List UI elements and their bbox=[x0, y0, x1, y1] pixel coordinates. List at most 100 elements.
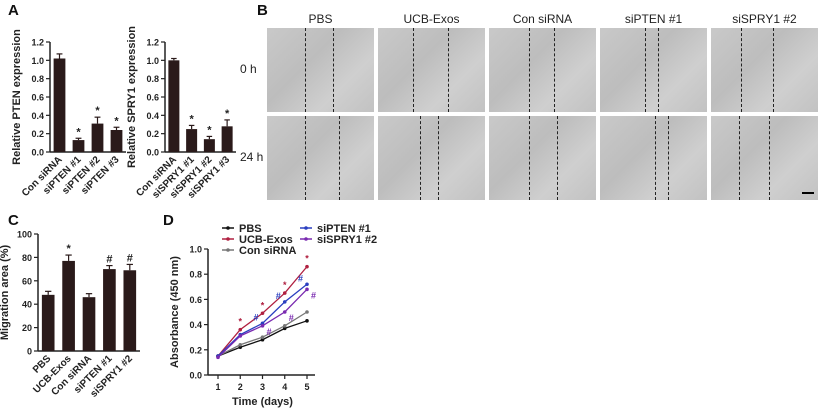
data-point bbox=[260, 337, 265, 342]
y-tick-label: 1.2 bbox=[146, 38, 159, 48]
legend-marker bbox=[304, 226, 308, 230]
x-tick-label: 4 bbox=[282, 382, 287, 392]
data-point bbox=[260, 324, 265, 328]
wound-edge-line bbox=[413, 28, 414, 112]
significance-marker: # bbox=[253, 312, 258, 322]
data-point bbox=[282, 326, 287, 331]
wound-image bbox=[489, 116, 596, 200]
legend-label: UCB-Exos bbox=[239, 234, 293, 246]
data-point bbox=[282, 291, 287, 295]
x-tick-label: 1 bbox=[215, 382, 220, 392]
y-tick-label: 80 bbox=[22, 253, 32, 263]
wound-edge-line bbox=[305, 116, 306, 200]
y-tick-label: 1.2 bbox=[31, 38, 44, 48]
column-header: siPTEN #1 bbox=[624, 12, 683, 26]
wound-image bbox=[711, 28, 818, 112]
bar bbox=[221, 126, 233, 152]
data-point bbox=[260, 335, 265, 340]
y-tick-label: 0.0 bbox=[146, 148, 159, 158]
data-point bbox=[305, 282, 309, 287]
wound-edge-line bbox=[448, 28, 449, 112]
y-axis-label: Relative SPRY1 expression bbox=[126, 26, 138, 168]
panel-label-b: B bbox=[257, 2, 268, 19]
data-point bbox=[305, 310, 309, 314]
wound-edge-line bbox=[655, 116, 656, 200]
y-tick-label: 100 bbox=[17, 230, 32, 240]
y-tick-label: 1.0 bbox=[189, 245, 202, 255]
bar bbox=[91, 123, 104, 152]
y-axis-label: Absorbance (450 nm) bbox=[169, 256, 181, 368]
x-tick-label: 2 bbox=[238, 382, 243, 392]
data-point bbox=[305, 319, 309, 323]
x-axis-label: Time (days) bbox=[232, 396, 293, 408]
significance-marker: # bbox=[106, 254, 112, 266]
wound-image bbox=[267, 116, 374, 200]
data-point bbox=[305, 287, 309, 292]
bar bbox=[203, 139, 215, 152]
y-tick-label: 60 bbox=[22, 276, 32, 286]
y-tick-label: 0.0 bbox=[31, 148, 44, 158]
wound-edge-line bbox=[557, 116, 558, 200]
legend-label: siPTEN #1 bbox=[317, 223, 371, 235]
wound-edge-line bbox=[658, 28, 659, 112]
bar bbox=[168, 60, 180, 153]
legend-marker bbox=[226, 237, 230, 241]
wound-edge-line bbox=[773, 28, 774, 112]
column-header: Con siRNA bbox=[512, 12, 573, 26]
scale-bar bbox=[802, 192, 814, 194]
wound-edge-line bbox=[645, 28, 646, 112]
significance-marker: # bbox=[289, 313, 294, 323]
wound-image bbox=[267, 28, 374, 112]
wound-edge-line bbox=[339, 116, 340, 200]
significance-marker: * bbox=[207, 124, 212, 136]
wound-image bbox=[600, 28, 707, 112]
y-tick-label: 0.8 bbox=[189, 270, 202, 280]
bar bbox=[62, 260, 75, 351]
legend-label: Con siRNA bbox=[239, 245, 297, 257]
legend-label: siSPRY1 #2 bbox=[317, 234, 377, 246]
y-tick-label: 0.8 bbox=[31, 74, 44, 84]
data-point bbox=[238, 327, 243, 332]
data-point bbox=[282, 300, 287, 304]
wound-image bbox=[378, 116, 485, 200]
legend-marker bbox=[226, 248, 230, 252]
wound-edge-line bbox=[769, 116, 770, 200]
column-header: siSPRY1 #2 bbox=[732, 12, 797, 26]
panel-label-d: D bbox=[163, 212, 174, 229]
wound-edge-line bbox=[668, 116, 669, 200]
column-header: UCB-Exos bbox=[403, 12, 460, 26]
significance-marker: # bbox=[127, 252, 133, 264]
significance-marker: * bbox=[305, 254, 309, 264]
significance-marker: # bbox=[298, 273, 303, 283]
y-tick-label: 0.6 bbox=[146, 93, 159, 103]
wound-edge-line bbox=[420, 116, 421, 200]
significance-marker: # bbox=[276, 291, 281, 301]
wound-edge-line bbox=[529, 116, 530, 200]
significance-marker: # bbox=[267, 327, 272, 337]
data-point bbox=[260, 311, 265, 316]
y-axis-label: Migration area (%) bbox=[0, 244, 11, 340]
wound-image bbox=[600, 116, 707, 200]
bar bbox=[103, 269, 116, 351]
legend-label: PBS bbox=[239, 223, 262, 235]
bar bbox=[41, 294, 55, 351]
data-point bbox=[238, 345, 243, 350]
x-tick-label: 5 bbox=[304, 382, 309, 392]
y-tick-label: 1.0 bbox=[146, 56, 159, 66]
y-tick-label: 0.2 bbox=[31, 129, 44, 139]
legend-marker bbox=[226, 226, 230, 230]
wound-edge-line bbox=[333, 28, 334, 112]
data-point bbox=[282, 324, 287, 328]
y-tick-label: 0.2 bbox=[146, 129, 159, 139]
y-tick-label: 0.8 bbox=[146, 74, 159, 84]
data-point bbox=[238, 334, 243, 338]
data-point bbox=[282, 310, 287, 314]
significance-marker: * bbox=[114, 115, 119, 127]
bar bbox=[186, 129, 198, 152]
y-axis-label: Relative PTEN expression bbox=[11, 29, 23, 165]
wound-edge-line bbox=[438, 116, 439, 200]
bar bbox=[53, 58, 66, 152]
significance-marker: * bbox=[66, 243, 71, 255]
data-point bbox=[260, 321, 265, 326]
